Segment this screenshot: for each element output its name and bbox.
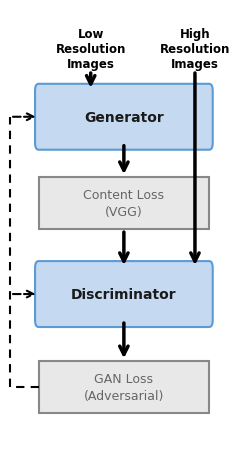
FancyBboxPatch shape (39, 177, 209, 230)
Text: GAN Loss
(Adversarial): GAN Loss (Adversarial) (84, 373, 164, 402)
Text: Low
Resolution
Images: Low Resolution Images (55, 28, 126, 71)
FancyBboxPatch shape (39, 361, 209, 414)
FancyBboxPatch shape (35, 262, 213, 327)
Text: Discriminator: Discriminator (71, 288, 177, 301)
Text: Generator: Generator (84, 111, 164, 125)
Text: High
Resolution
Images: High Resolution Images (160, 28, 230, 71)
FancyBboxPatch shape (35, 85, 213, 151)
Text: Content Loss
(VGG): Content Loss (VGG) (83, 189, 164, 219)
